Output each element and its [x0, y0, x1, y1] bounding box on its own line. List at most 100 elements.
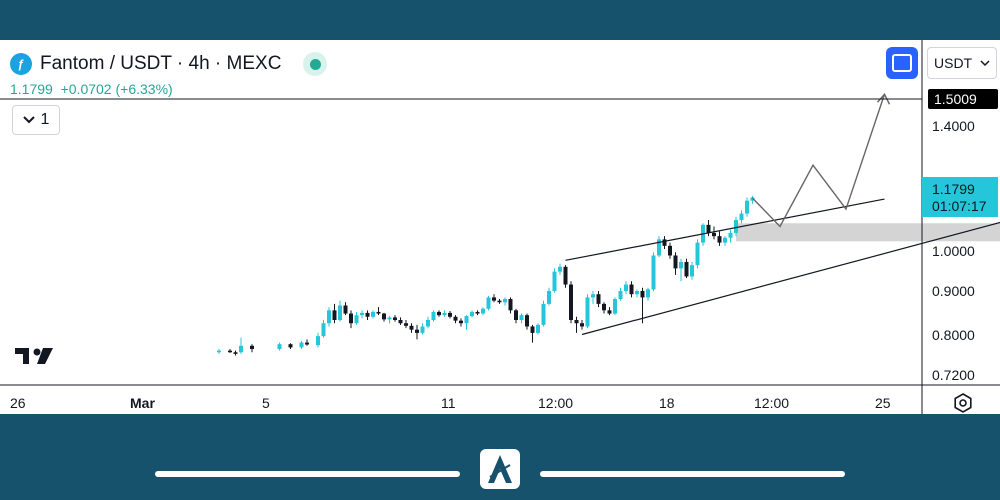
- y-tick-label: 0.9000: [932, 283, 975, 299]
- candle: [415, 324, 419, 340]
- candle: [712, 226, 716, 240]
- candle: [591, 290, 595, 304]
- candle-body: [349, 313, 353, 324]
- chart-header: ƒ Fantom / USDT · 4h · MEXC: [10, 50, 328, 78]
- candle: [442, 310, 447, 317]
- candle: [640, 287, 645, 324]
- candle-body: [514, 310, 518, 320]
- candle: [585, 294, 590, 329]
- candle: [607, 307, 612, 316]
- candle-body: [607, 310, 612, 314]
- candle-body: [338, 305, 342, 320]
- candle-body: [360, 312, 364, 316]
- candle-body: [316, 336, 320, 346]
- candle: [409, 323, 414, 333]
- interval-label: 1: [40, 111, 50, 128]
- market-status-icon: [303, 52, 328, 76]
- candle-body: [453, 316, 458, 321]
- target-price-text: 1.5009: [934, 91, 977, 107]
- candle-body: [497, 300, 502, 303]
- candle-body: [563, 266, 568, 285]
- candle: [734, 216, 738, 237]
- candle: [453, 315, 458, 324]
- candle: [338, 300, 342, 322]
- candle-body: [591, 294, 595, 298]
- candle: [679, 258, 683, 282]
- candle: [349, 310, 353, 329]
- fullscreen-icon: [892, 54, 912, 72]
- candle: [233, 350, 238, 356]
- candle: [690, 261, 694, 280]
- candle-body: [415, 329, 419, 333]
- candle: [717, 231, 722, 246]
- candle-body: [448, 312, 452, 317]
- candle-body: [393, 317, 397, 320]
- candle-body: [327, 310, 331, 324]
- candle: [530, 324, 535, 343]
- candle: [580, 320, 584, 330]
- candle-body: [717, 236, 722, 243]
- candle-body: [332, 310, 337, 320]
- candle: [569, 281, 573, 324]
- price-change: 1.1799 +0.0702 (+6.33%): [10, 81, 173, 97]
- candle: [470, 310, 474, 318]
- currency-select[interactable]: USDT: [927, 47, 997, 79]
- candle: [393, 315, 397, 322]
- candle: [646, 287, 650, 301]
- candle: [228, 349, 232, 353]
- candle-body: [233, 352, 238, 354]
- candle-body: [277, 344, 282, 350]
- candle: [514, 308, 518, 324]
- candle-body: [299, 342, 304, 348]
- candle-body: [728, 232, 733, 238]
- candle-body: [371, 311, 375, 317]
- candle: [464, 315, 469, 330]
- candle-body: [343, 305, 348, 314]
- candle: [382, 312, 386, 322]
- x-tick-label: 18: [659, 395, 675, 411]
- candle-body: [536, 324, 540, 333]
- candle: [596, 290, 601, 308]
- candle: [420, 323, 425, 335]
- interval-toggle-button[interactable]: 1: [12, 105, 60, 135]
- candle-body: [530, 326, 535, 333]
- y-tick-label: 0.7200: [932, 367, 975, 383]
- candle-body: [519, 315, 524, 320]
- candle: [475, 310, 480, 316]
- candle-body: [673, 255, 678, 269]
- candle: [547, 287, 551, 306]
- candle: [503, 297, 507, 306]
- symbol-title[interactable]: Fantom / USDT · 4h · MEXC: [40, 53, 282, 74]
- candle-body: [739, 213, 744, 221]
- candle-body: [651, 255, 656, 290]
- candle: [629, 281, 634, 298]
- candle-body: [569, 284, 573, 320]
- candle-body: [470, 311, 474, 317]
- candle-body: [217, 350, 221, 353]
- candle-body: [745, 200, 749, 214]
- y-tick-label: 1.4000: [932, 118, 975, 134]
- candle-body: [239, 345, 243, 353]
- settings-icon[interactable]: [952, 392, 974, 414]
- candle-body: [305, 342, 309, 345]
- decorative-line-left: [155, 471, 460, 477]
- candle: [437, 310, 441, 317]
- fullscreen-button[interactable]: [886, 47, 918, 79]
- candle-body: [541, 303, 546, 325]
- supply-zone: [736, 223, 1000, 242]
- candle-body: [503, 299, 507, 303]
- candle-body: [354, 315, 359, 324]
- candle-body: [580, 323, 584, 327]
- candle: [431, 310, 436, 322]
- candle-body: [679, 261, 683, 269]
- candle: [536, 323, 540, 335]
- candle: [624, 281, 628, 295]
- candle-body: [695, 242, 700, 266]
- candle-body: [404, 323, 408, 326]
- projection-path: [751, 94, 886, 228]
- candle-body: [376, 311, 381, 314]
- candle: [332, 303, 337, 324]
- candle-body: [574, 320, 579, 324]
- currency-label: USDT: [934, 55, 973, 71]
